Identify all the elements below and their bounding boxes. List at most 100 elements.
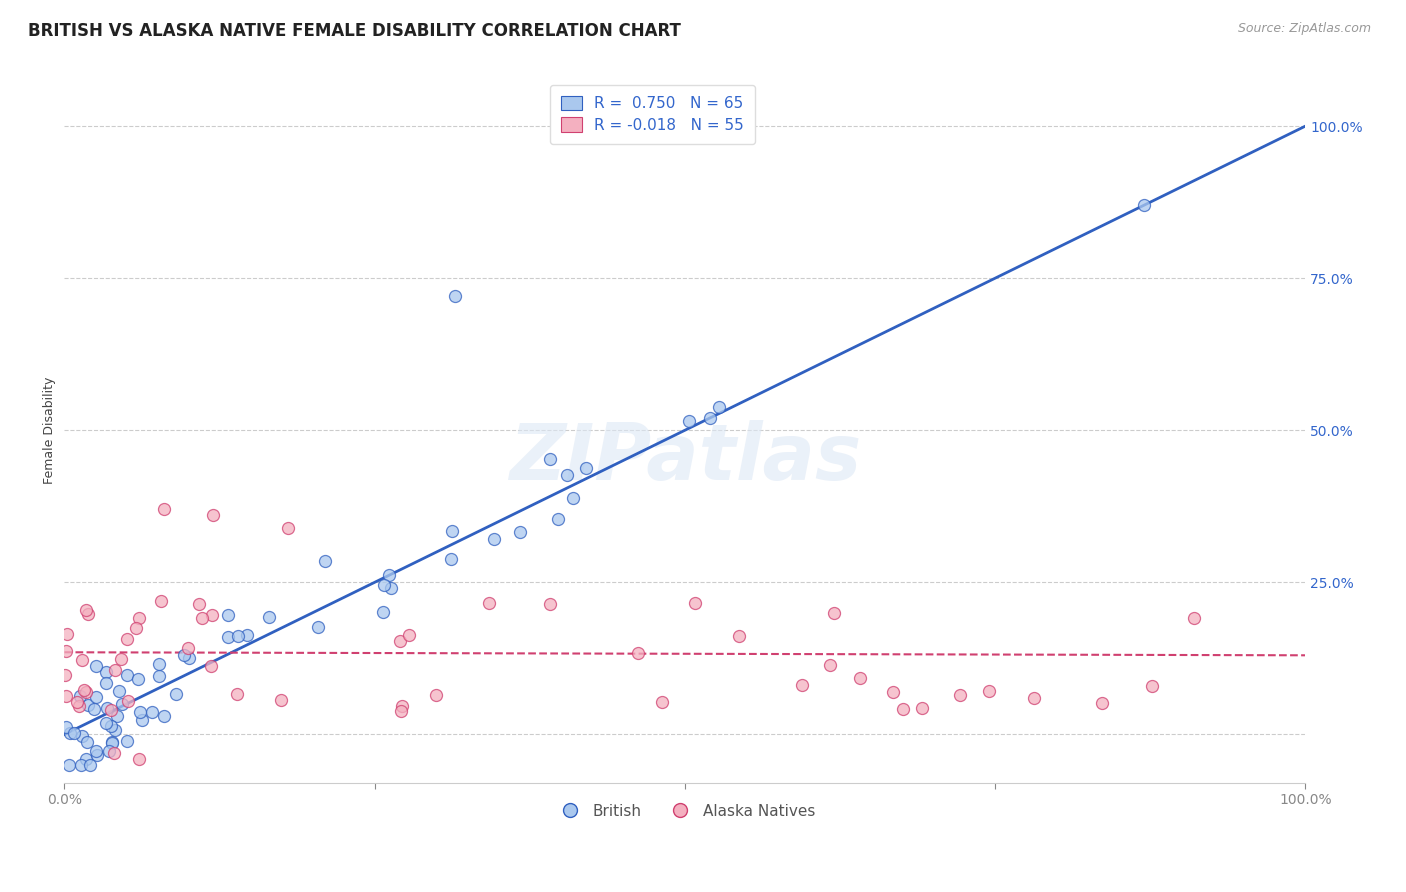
Point (727, 629, 749, 643)
Point (979, 683, 1001, 698)
Point (111, 697, 134, 711)
Point (891, 702, 914, 716)
Point (55, 720, 77, 734)
Point (911, 701, 934, 715)
Point (373, 578, 395, 592)
Point (79, 757, 101, 772)
Point (380, 582, 402, 596)
Point (482, 533, 505, 547)
Point (388, 634, 411, 648)
Point (107, 683, 129, 698)
Point (307, 620, 329, 634)
Point (115, 668, 138, 682)
Point (125, 621, 148, 635)
Point (84, 744, 107, 758)
Legend: British, Alaska Natives: British, Alaska Natives (548, 797, 821, 825)
Point (84, 659, 107, 673)
Point (177, 640, 200, 655)
Point (105, 708, 128, 723)
Point (699, 411, 721, 425)
Point (152, 502, 174, 516)
Point (117, 734, 139, 748)
Point (1024, 690, 1046, 705)
Point (103, 746, 125, 760)
Point (685, 596, 707, 610)
Point (1133, 198, 1156, 212)
Point (75, 752, 97, 766)
Point (84, 690, 107, 705)
Point (115, 632, 138, 646)
Point (398, 628, 420, 642)
Point (100, 719, 122, 733)
Point (790, 678, 813, 692)
Point (882, 685, 904, 699)
Point (148, 657, 170, 672)
Point (818, 657, 841, 672)
Point (225, 687, 247, 701)
Point (127, 673, 149, 687)
Point (76, 607, 98, 622)
Point (1182, 611, 1205, 625)
Point (128, 752, 150, 766)
Y-axis label: Female Disability: Female Disability (44, 376, 56, 484)
Point (377, 567, 399, 582)
Point (55, 689, 77, 703)
Point (1091, 696, 1114, 710)
Point (148, 668, 170, 682)
Point (709, 401, 731, 415)
Point (117, 694, 139, 708)
Point (100, 736, 122, 750)
Point (191, 611, 214, 625)
Point (58, 757, 80, 772)
Point (561, 491, 583, 505)
Point (314, 554, 336, 568)
Point (72, 683, 94, 698)
Text: ZIPatlas: ZIPatlas (509, 420, 860, 497)
Point (96, 700, 118, 714)
Point (823, 606, 845, 620)
Text: Source: ZipAtlas.com: Source: ZipAtlas.com (1237, 22, 1371, 36)
Point (153, 708, 176, 723)
Point (627, 646, 650, 660)
Point (371, 605, 394, 619)
Point (440, 552, 463, 566)
Point (70, 653, 93, 667)
Point (509, 525, 531, 540)
Point (575, 461, 598, 475)
Point (55, 644, 77, 658)
Point (173, 648, 195, 663)
Point (165, 687, 187, 701)
Point (270, 693, 292, 707)
Point (69, 690, 91, 704)
Point (257, 610, 280, 624)
Point (72, 729, 94, 743)
Point (104, 663, 127, 677)
Point (94, 675, 117, 690)
Point (651, 694, 673, 708)
Point (202, 508, 225, 523)
Point (201, 607, 224, 622)
Point (75, 603, 97, 617)
Point (100, 703, 122, 717)
Point (131, 713, 153, 727)
Point (129, 706, 152, 720)
Point (128, 611, 150, 625)
Point (66, 695, 89, 709)
Point (228, 629, 250, 643)
Point (949, 688, 972, 702)
Point (76, 684, 98, 698)
Text: BRITISH VS ALASKA NATIVE FEMALE DISABILITY CORRELATION CHART: BRITISH VS ALASKA NATIVE FEMALE DISABILI… (28, 22, 681, 40)
Point (56, 626, 79, 640)
Point (110, 652, 132, 666)
Point (538, 452, 561, 467)
Point (440, 524, 463, 538)
Point (236, 628, 259, 642)
Point (69, 757, 91, 772)
Point (555, 468, 578, 483)
Point (76, 735, 98, 749)
Point (97, 744, 120, 758)
Point (58, 726, 80, 740)
Point (547, 512, 569, 526)
Point (425, 689, 447, 703)
Point (218, 630, 240, 644)
